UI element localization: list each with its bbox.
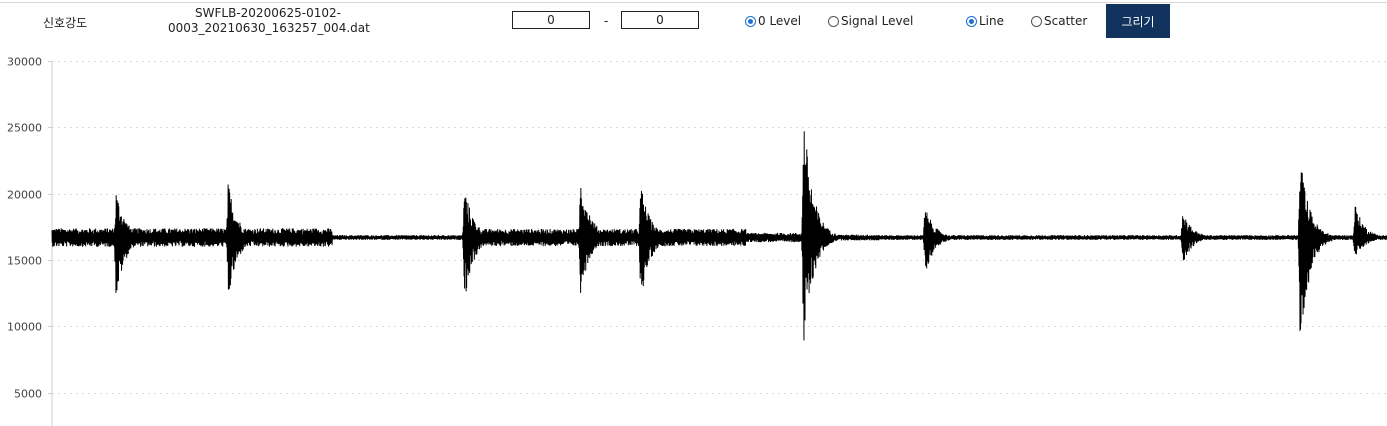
range-to-input[interactable]	[621, 11, 699, 29]
range-from-input[interactable]	[512, 11, 590, 29]
range-separator: -	[604, 14, 609, 28]
signal-series-line	[51, 131, 1387, 341]
file-name-line-2: 0003_20210630_163257_004.dat	[168, 21, 370, 35]
signal-strength-label: 신호강도	[43, 16, 88, 30]
zero-level-radio-option[interactable]: 0 Level	[745, 14, 801, 28]
scatter-radio-option[interactable]: Scatter	[1031, 14, 1087, 28]
top-border	[0, 2, 1387, 3]
zero-level-radio[interactable]	[745, 15, 756, 27]
file-name-line-1: SWFLB-20200625-0102-	[195, 6, 341, 20]
y-tick-label: 5000	[14, 388, 42, 401]
toolbar: 신호강도 SWFLB-20200625-0102- 0003_20210630_…	[0, 0, 1387, 48]
signal-level-label: Signal Level	[841, 14, 914, 28]
y-tick-label: 20000	[7, 189, 42, 202]
y-tick-label: 15000	[7, 255, 42, 268]
line-label: Line	[979, 14, 1005, 28]
signal-level-radio[interactable]	[828, 15, 839, 27]
file-name: SWFLB-20200625-0102- 0003_20210630_16325…	[168, 6, 370, 36]
y-tick-label: 25000	[7, 122, 42, 135]
draw-button[interactable]: 그리기	[1106, 4, 1170, 38]
signal-level-radio-option[interactable]: Signal Level	[828, 14, 913, 28]
zero-level-label: 0 Level	[758, 14, 802, 28]
scatter-radio[interactable]	[1031, 15, 1042, 27]
y-tick-label: 30000	[7, 56, 42, 69]
line-radio-option[interactable]: Line	[966, 14, 1004, 28]
y-tick-label: 10000	[7, 321, 42, 334]
line-radio[interactable]	[966, 15, 977, 27]
scatter-label: Scatter	[1044, 14, 1088, 28]
